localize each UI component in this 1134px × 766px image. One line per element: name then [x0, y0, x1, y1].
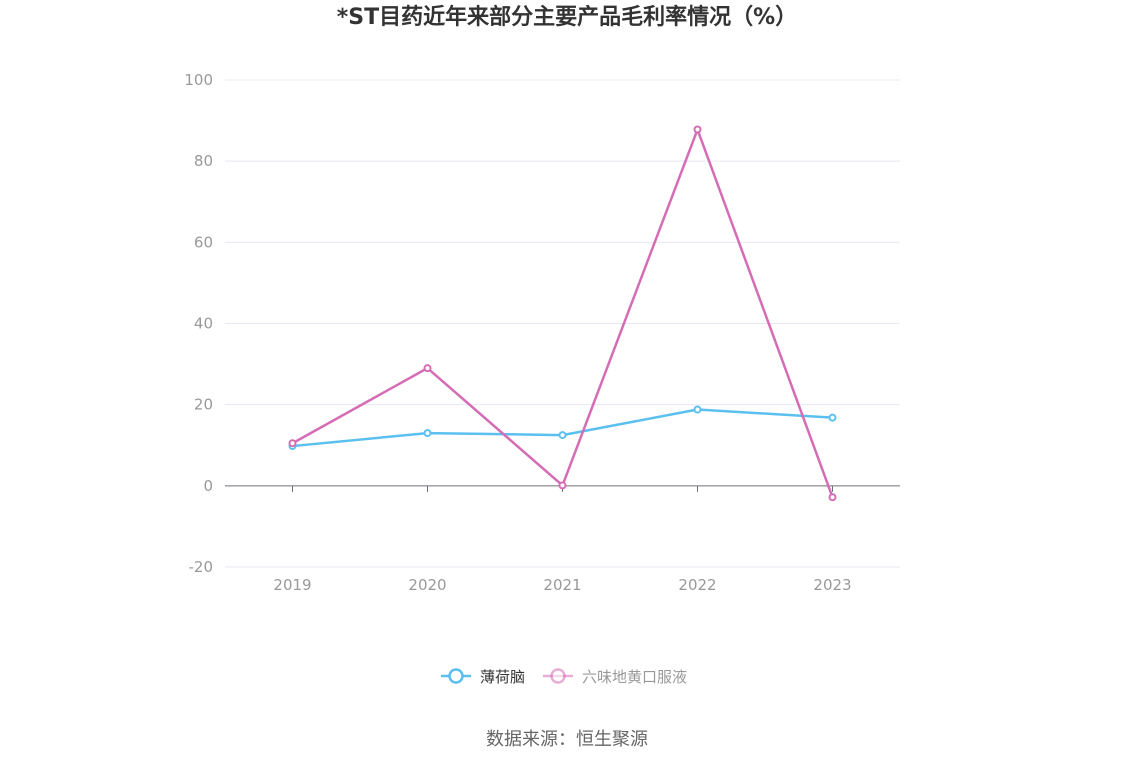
- y-axis-labels: 100 80 60 40 20 0 -20: [184, 71, 213, 576]
- series-line: [292, 408, 833, 448]
- legend-marker-icon: [550, 668, 566, 684]
- x-tick-label: 2019: [273, 576, 311, 594]
- legend[interactable]: 薄荷脑 六味地黄口服液: [441, 668, 687, 686]
- y-tick-label: 100: [184, 71, 213, 89]
- y-tick-label: -20: [189, 558, 214, 576]
- data-point[interactable]: [558, 481, 567, 490]
- legend-label: 六味地黄口服液: [582, 668, 687, 686]
- series-lines: [288, 125, 837, 502]
- data-point[interactable]: [423, 364, 432, 373]
- y-tick-label: 40: [194, 315, 213, 333]
- series-1: [288, 125, 837, 502]
- data-point[interactable]: [693, 125, 702, 134]
- data-point[interactable]: [288, 439, 297, 448]
- chart-title: *ST目药近年来部分主要产品毛利率情况（%）: [336, 5, 798, 30]
- legend-marker-icon: [448, 668, 464, 684]
- data-point[interactable]: [693, 405, 702, 414]
- data-point[interactable]: [558, 431, 567, 440]
- x-tick-label: 2022: [678, 576, 716, 594]
- legend-label: 薄荷脑: [480, 668, 525, 686]
- grid-lines: [225, 79, 900, 568]
- series-0: [288, 405, 837, 451]
- data-point[interactable]: [828, 493, 837, 502]
- y-tick-label: 60: [194, 233, 213, 251]
- y-tick-label: 0: [203, 477, 213, 495]
- data-point[interactable]: [828, 413, 837, 422]
- data-point[interactable]: [423, 429, 432, 438]
- x-tick-label: 2023: [813, 576, 851, 594]
- y-tick-label: 20: [194, 396, 213, 414]
- x-axis-labels: 2019 2020 2021 2022 2023: [273, 576, 851, 594]
- x-tick-label: 2021: [543, 576, 581, 594]
- legend-item[interactable]: 薄荷脑: [441, 668, 525, 686]
- source-note: 数据来源：恒生聚源: [486, 729, 648, 750]
- y-tick-label: 80: [194, 152, 213, 170]
- x-tick-label: 2020: [408, 576, 446, 594]
- legend-item[interactable]: 六味地黄口服液: [543, 668, 687, 686]
- series-line: [291, 128, 834, 498]
